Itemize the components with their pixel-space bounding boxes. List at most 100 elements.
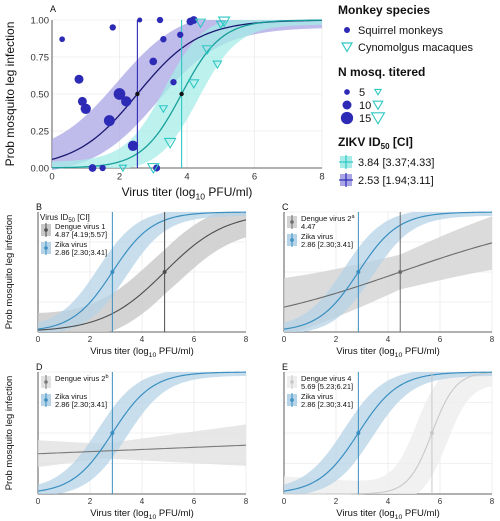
cyno-data-point (187, 79, 200, 90)
squirrel-data-point (189, 16, 198, 24)
squirrel-ci-band (52, 20, 322, 171)
zika-fit-line (283, 211, 493, 330)
zika-legend-name: Zika virus (55, 392, 87, 401)
zika-id50-point (356, 270, 361, 274)
zika-id50-point (110, 431, 115, 435)
legend-n-circle (342, 100, 352, 110)
squirrel-data-point (103, 115, 115, 127)
cyno-fit-line (51, 19, 323, 169)
squirrel-data-point (137, 17, 143, 23)
squirrel-data-point (74, 74, 84, 84)
squirrel-data-point (113, 88, 126, 100)
dengue-fit-line (283, 372, 493, 495)
panel-label-e: E (282, 362, 288, 372)
zika-legend-name: Zika virus (301, 232, 333, 241)
cyno-data-point (194, 18, 207, 29)
x-axis-label: Virus titer (log10 PFU/ml) (336, 508, 440, 521)
squirrel-data-point (149, 57, 158, 66)
squirrel-data-point (170, 78, 177, 86)
x-tick-label: 6 (438, 497, 443, 506)
cyno-ci-band (52, 20, 322, 168)
dengue-ci-band (284, 372, 492, 494)
x-tick-label: 2 (117, 172, 122, 183)
dengue-id50-point (398, 270, 403, 274)
x-tick-label: 2 (334, 335, 339, 344)
zika-legend-dot (290, 398, 294, 402)
x-tick-label: 0 (36, 497, 41, 506)
panel-label-b: B (36, 202, 42, 212)
legend-species-title: Monkey species (338, 3, 430, 17)
x-tick-label: 0 (49, 172, 54, 183)
y-tick-label: 0.25 (31, 126, 50, 137)
squirrel-data-point (156, 16, 164, 24)
dengue-id50-point (162, 270, 167, 274)
cyno-data-point (217, 16, 231, 28)
x-axis-label: Virus titer (log10 PFU/ml) (90, 508, 194, 521)
x-tick-label: 6 (438, 335, 443, 344)
x-tick-label: 0 (282, 497, 287, 506)
zika-fit-line (283, 371, 493, 492)
zika-legend-name: Zika virus (55, 240, 87, 249)
dengue-legend-dot (290, 220, 294, 224)
cyno-data-point (146, 163, 160, 174)
squirrel-data-point (109, 24, 116, 31)
dengue-fit-line (37, 219, 247, 331)
x-tick-label: 4 (140, 335, 145, 344)
panel-e: E 0 2 4 6 8 Virus titer (log10 PFU/ml) Dengue v… (282, 362, 495, 521)
dengue-legend-name: Dengue virus 2b (55, 374, 109, 383)
legend-n-value: 10 (359, 100, 371, 112)
x-axis-label: Virus titer (log10 PFU/ml) (336, 346, 440, 359)
x-tick-label: 4 (140, 497, 145, 506)
dengue-legend-ci: 4.87 [4.19;5.57] (55, 230, 107, 239)
zika-id50-point (110, 270, 115, 274)
legend-n-circle (344, 89, 350, 95)
dengue-legend-dot (290, 380, 294, 384)
squirrel-data-point (177, 31, 184, 38)
x-tick-label: 8 (490, 335, 495, 344)
panel-a: A 0 2 4 6 8 0.00 0.25 0.50 0.75 1.00 Virus titer (l… (3, 4, 325, 202)
y-tick-label: 0.00 (31, 163, 50, 174)
legend-squirrel-marker (344, 27, 350, 33)
zika-legend-dot (44, 398, 48, 402)
y-tick-label: 1.00 (31, 15, 50, 26)
dengue-legend-ci: 4.47 (301, 222, 316, 231)
zika-fit-line (37, 211, 247, 330)
x-tick-label: 8 (244, 497, 249, 506)
legend-n-circle (340, 111, 354, 125)
legend-zikv-cyno: 3.84 [3.37;4.33] (358, 157, 434, 169)
squirrel-data-point (160, 36, 167, 43)
dengue-legend-dot (44, 228, 48, 232)
zika-legend-ci: 2.86 [2.30;3.41] (301, 240, 353, 249)
squirrel-data-point (121, 96, 132, 107)
x-tick-label: 8 (490, 497, 495, 506)
y-axis-label: Prob mosquito leg infection (4, 376, 15, 491)
legend-cyno-marker (340, 42, 354, 53)
x-tick-label: 6 (192, 497, 197, 506)
cyno-data-point (201, 45, 214, 56)
legend-zikv-title: ZIKV ID50 [CI] (338, 135, 413, 151)
legend-n-value: 5 (359, 87, 365, 99)
x-axis-label: Virus titer (log10 PFU/ml) (90, 346, 194, 359)
panel-label-a: A (50, 4, 56, 14)
x-tick-label: 0 (36, 335, 41, 344)
dengue-legend-name: Dengue virus 4 (301, 374, 351, 383)
squirrel-data-point (88, 164, 97, 172)
legend-squirrel-label: Squirrel monkeys (358, 25, 443, 37)
dengue-legend-name: Dengue virus 2a (301, 214, 355, 223)
zika-legend-ci: 2.86 [2.30;3.41] (55, 400, 107, 409)
squirrel-data-point (127, 140, 139, 151)
x-tick-label: 8 (319, 172, 324, 183)
x-tick-label: 4 (386, 335, 391, 344)
zika-legend-name: Zika virus (301, 392, 333, 401)
squirrel-data-point (77, 96, 87, 106)
legend-cyno-label: Cynomolgus macaques (358, 42, 473, 54)
cyno-data-point (118, 164, 128, 173)
zika-legend-ci: 2.86 [2.30;3.41] (301, 400, 353, 409)
y-tick-label: 0.50 (31, 89, 50, 100)
y-tick-label: 0.75 (31, 52, 50, 63)
x-tick-label: 4 (184, 172, 189, 183)
dengue-fit-line (283, 242, 493, 308)
x-axis-label: Virus titer (log10 PFU/ml) (122, 185, 253, 202)
x-tick-label: 6 (192, 335, 197, 344)
